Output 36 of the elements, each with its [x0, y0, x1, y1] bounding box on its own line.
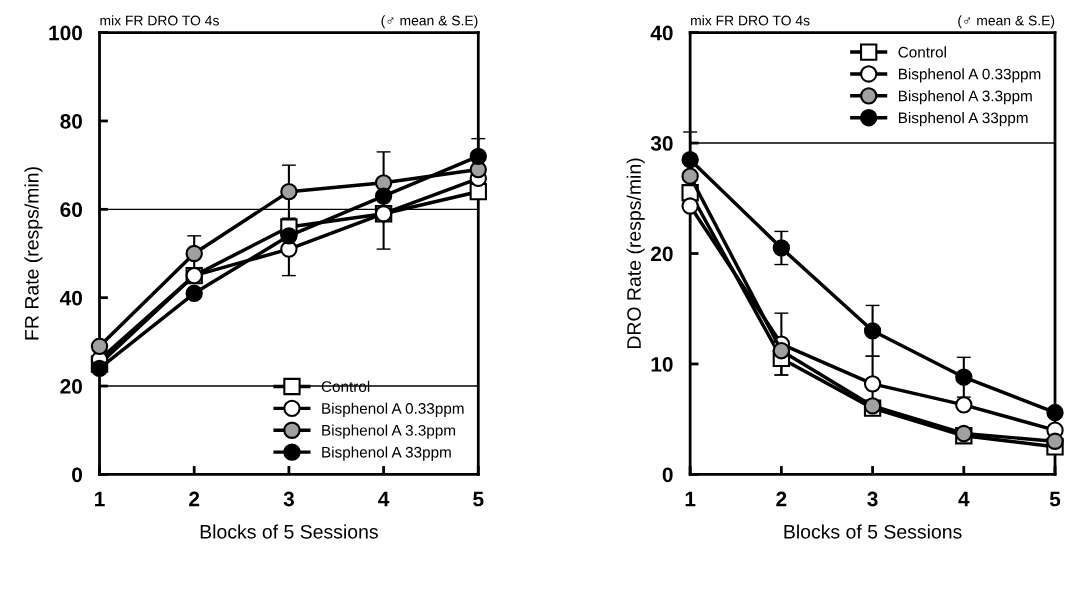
- x-tick-label: 2: [189, 491, 200, 507]
- y-tick-label: 20: [651, 246, 673, 262]
- x-tick-label: 4: [958, 491, 970, 507]
- y-axis-title: FR Rate (resps/min): [24, 167, 43, 340]
- x-tick-label: 3: [867, 491, 878, 507]
- y-tick-label: 80: [60, 113, 82, 129]
- text: mix FR DRO TO 4s: [691, 15, 810, 26]
- text: (♂ mean & S.E): [381, 15, 478, 29]
- x-tick-label: 3: [283, 491, 294, 507]
- y-axis-title: DRO Rate (resps/min): [626, 158, 645, 349]
- legend-label: Bisphenol A 0.33ppm: [322, 402, 464, 417]
- y-tick-label: 0: [72, 467, 82, 483]
- y-tick-label: 30: [650, 136, 673, 151]
- x-tick-label: 2: [776, 491, 787, 507]
- x-tick-label: 5: [473, 491, 484, 507]
- legend-label: Bisphenol A 3.3ppm: [322, 424, 456, 439]
- x-tick-label: 1: [95, 491, 105, 507]
- y-tick-label: 40: [59, 290, 82, 306]
- legend-label: Bisphenol A 0.33ppm: [898, 68, 1041, 83]
- legend-label: Control: [898, 46, 946, 58]
- text: (♂ mean & S.E): [958, 15, 1055, 29]
- x-tick-label: 4: [378, 491, 390, 507]
- x-axis-title: Blocks of 5 Sessions: [200, 524, 378, 539]
- y-tick-label: 60: [60, 202, 82, 218]
- y-tick-label: 10: [651, 356, 673, 372]
- legend-label: Bisphenol A 33ppm: [898, 112, 1028, 127]
- y-tick-label: 20: [60, 379, 82, 394]
- y-tick-label: 40: [650, 25, 673, 41]
- x-tick-label: 5: [1049, 491, 1061, 507]
- y-tick-label: 0: [662, 467, 673, 483]
- legend-label: Bisphenol A 33ppm: [322, 446, 451, 461]
- x-axis-title: Blocks of 5 Sessions: [784, 524, 962, 539]
- y-tick-label: 100: [49, 25, 82, 41]
- text: mix FR DRO TO 4s: [100, 15, 219, 26]
- legend-label: Bisphenol A 3.3ppm: [898, 90, 1032, 105]
- x-tick-label: 1: [685, 491, 696, 507]
